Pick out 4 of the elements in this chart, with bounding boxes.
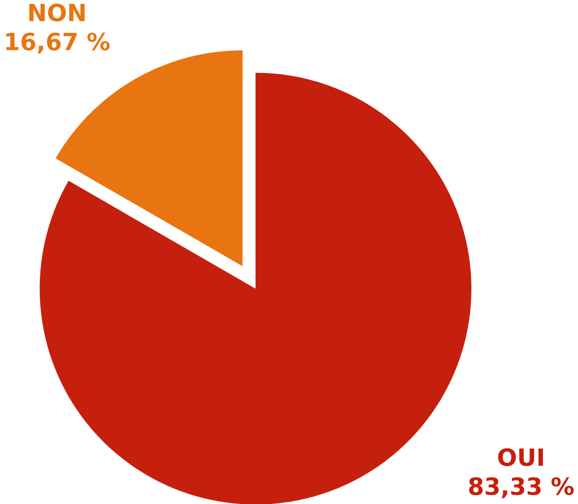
data-label: 16,67 % bbox=[6, 32, 110, 54]
slice-label: OUI bbox=[498, 448, 543, 466]
data-label: 83,33 % bbox=[469, 477, 574, 498]
slice-label: NON bbox=[29, 3, 85, 22]
